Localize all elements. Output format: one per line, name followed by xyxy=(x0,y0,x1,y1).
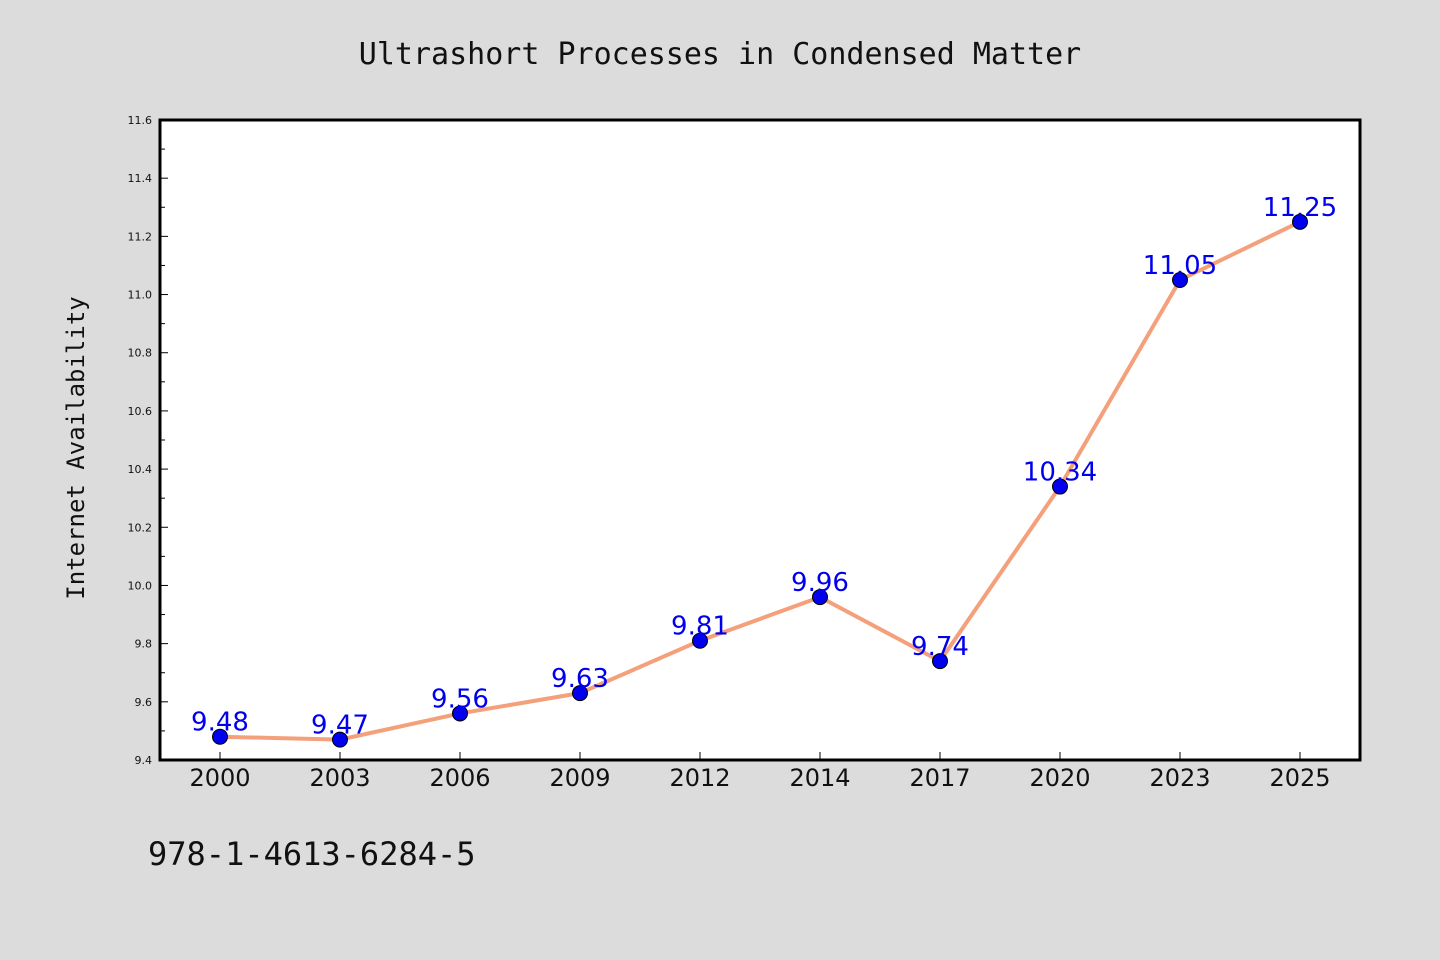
data-label: 9.81 xyxy=(671,612,729,642)
data-label: 9.47 xyxy=(311,711,369,741)
data-labels: 9.48 9.47 9.56 9.63 9.81 9.96 9.74 10.34 11.05 11… xyxy=(191,193,1337,741)
data-point xyxy=(212,728,228,745)
data-point xyxy=(932,653,948,670)
data-point xyxy=(452,705,468,722)
data-label: 9.96 xyxy=(791,568,849,598)
y-tick-label: 11.6 xyxy=(128,114,153,127)
x-tick-label: 2017 xyxy=(909,764,970,792)
x-tick-label: 2020 xyxy=(1029,764,1090,792)
y-tick-label: 10.4 xyxy=(128,463,153,476)
y-tick-label: 9.6 xyxy=(135,696,153,709)
data-label: 9.48 xyxy=(191,708,249,738)
y-tick-label: 11.0 xyxy=(128,289,153,302)
y-tick-label: 10.6 xyxy=(128,405,153,418)
isbn-text: 978-1-4613-6284-5 xyxy=(148,835,476,873)
x-axis-ticks: 2000 2003 2006 2009 2012 2014 2017 2020 2023 2025 xyxy=(189,752,1331,792)
x-tick-label: 2014 xyxy=(789,764,850,792)
data-markers xyxy=(212,213,1308,748)
y-tick-label: 10.2 xyxy=(128,521,153,534)
y-tick-label: 9.4 xyxy=(135,754,153,767)
data-point xyxy=(692,632,708,649)
x-tick-label: 2000 xyxy=(189,764,250,792)
x-tick-label: 2009 xyxy=(549,764,610,792)
y-axis-label: Internet Availability xyxy=(62,296,90,599)
data-label: 9.74 xyxy=(911,632,969,662)
series-line xyxy=(218,219,1302,742)
x-tick-label: 2023 xyxy=(1149,764,1210,792)
x-tick-label: 2012 xyxy=(669,764,730,792)
y-axis-ticks: 9.4 9.6 9.8 10.0 10.2 10.4 10.6 10.8 11.0 11.2 11.… xyxy=(128,114,168,767)
data-label: 9.63 xyxy=(551,664,609,694)
x-tick-label: 2025 xyxy=(1269,764,1330,792)
data-label: 11.05 xyxy=(1143,251,1217,281)
chart-title: Ultrashort Processes in Condensed Matter xyxy=(359,37,1081,72)
plot-area xyxy=(158,118,1362,762)
data-label: 9.56 xyxy=(431,684,489,714)
y-tick-label: 9.8 xyxy=(135,638,153,651)
y-tick-label: 10.0 xyxy=(128,579,153,592)
data-point xyxy=(1052,478,1068,495)
series-line-group xyxy=(218,219,1302,742)
y-tick-label: 10.8 xyxy=(128,347,153,360)
data-label: 10.34 xyxy=(1023,458,1097,488)
data-point xyxy=(332,731,348,748)
data-label: 11.25 xyxy=(1263,193,1337,223)
y-tick-label: 11.2 xyxy=(128,230,153,243)
data-point xyxy=(572,685,588,702)
y-tick-label: 11.4 xyxy=(128,172,153,185)
data-point xyxy=(1172,272,1188,288)
x-tick-label: 2006 xyxy=(429,764,490,792)
data-point xyxy=(1292,213,1308,230)
data-point xyxy=(812,589,828,606)
x-tick-label: 2003 xyxy=(309,764,370,792)
